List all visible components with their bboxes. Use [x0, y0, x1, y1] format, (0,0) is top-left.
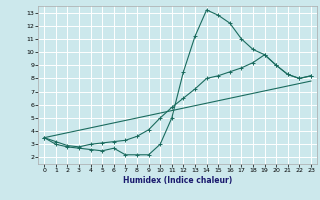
X-axis label: Humidex (Indice chaleur): Humidex (Indice chaleur) — [123, 176, 232, 185]
